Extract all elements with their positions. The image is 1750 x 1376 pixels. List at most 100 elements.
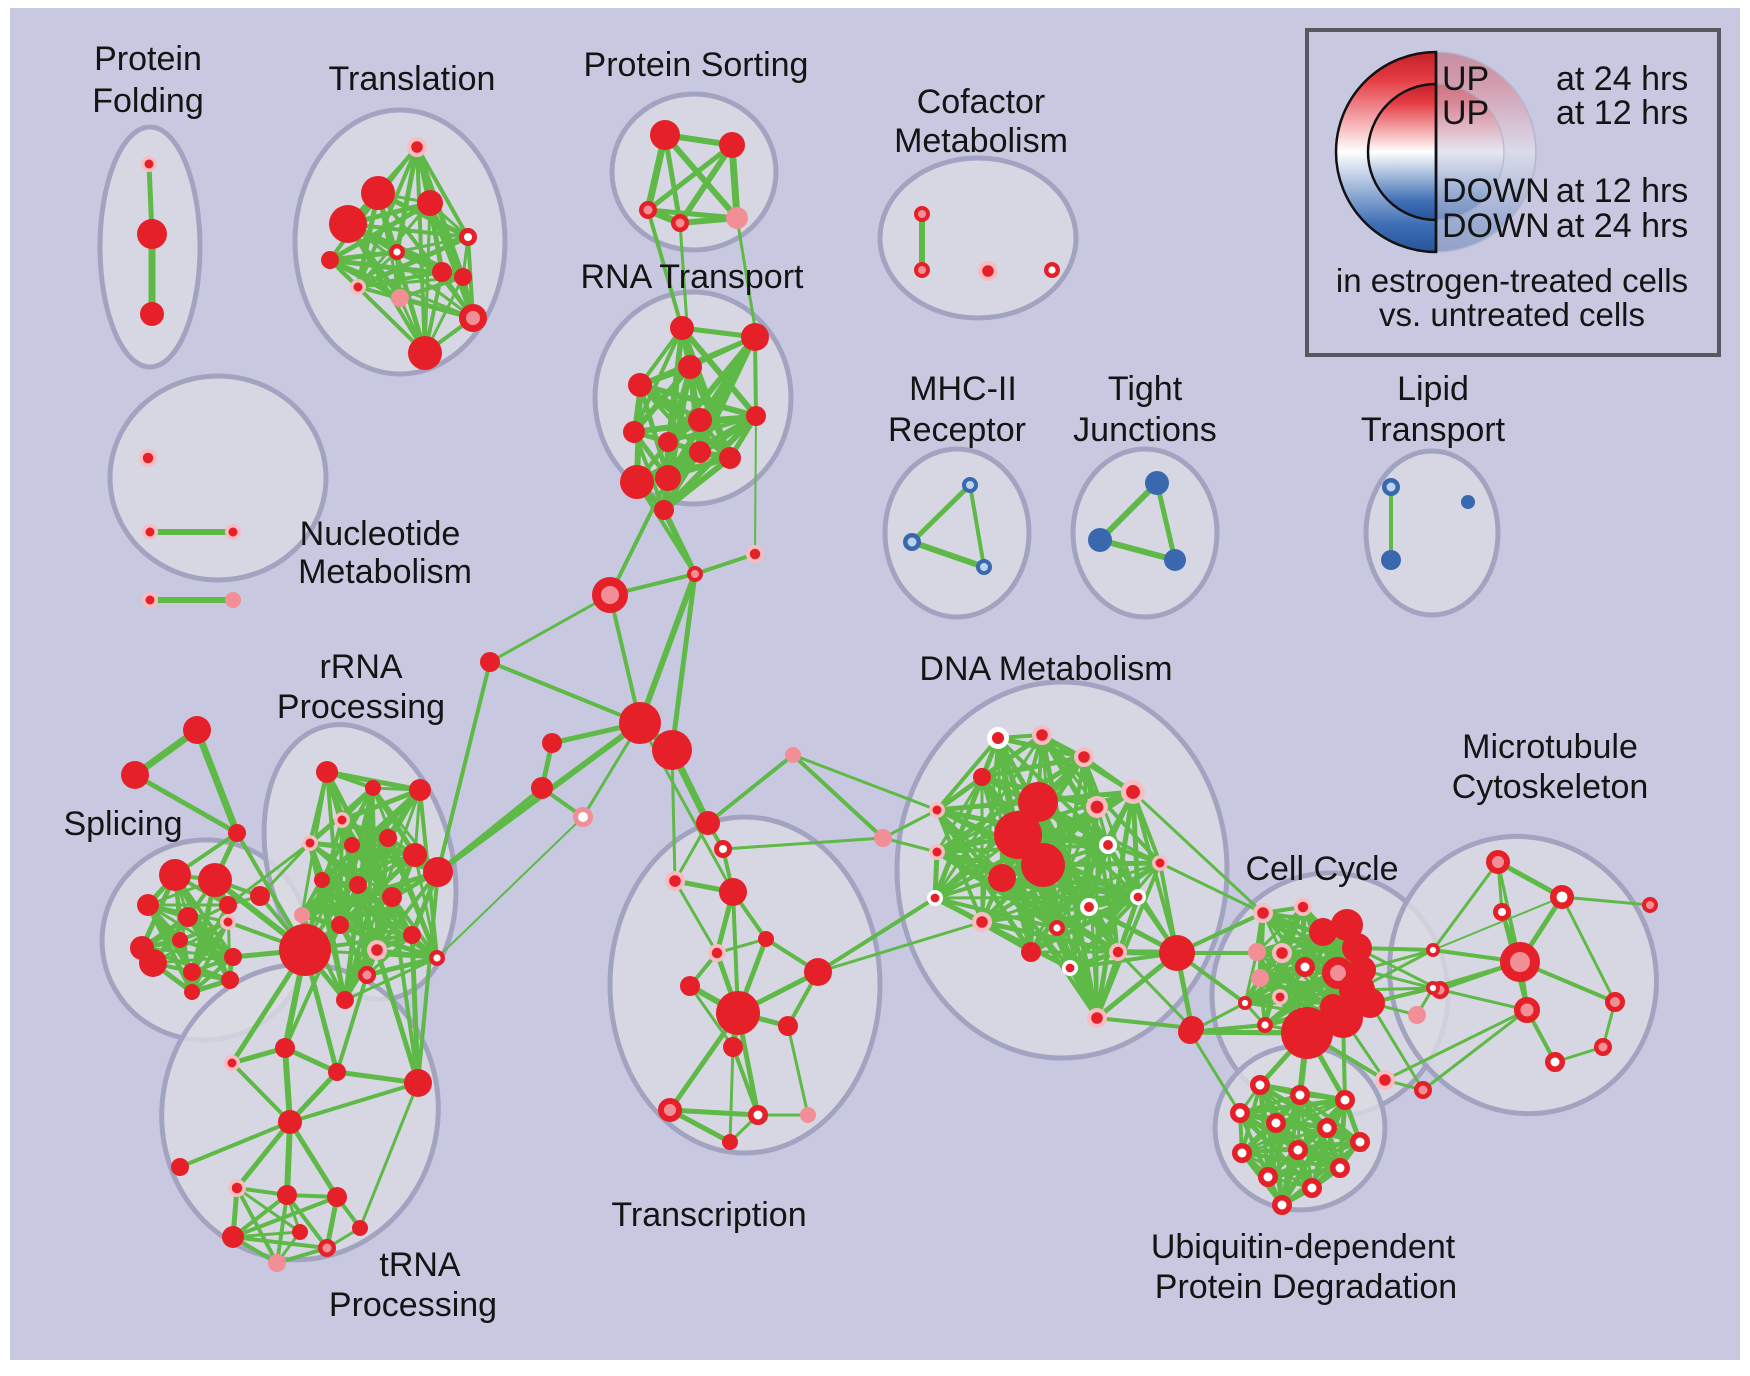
- cluster-cofactor-metabolism-label: Metabolism: [894, 122, 1068, 160]
- gene-node: [225, 592, 241, 608]
- gene-node: [1043, 262, 1060, 279]
- gene-node: [778, 1016, 798, 1036]
- gene-node: [1408, 1006, 1426, 1024]
- gene-node: [1086, 1007, 1107, 1028]
- gene-node: [800, 1107, 816, 1123]
- gene-node: [1258, 1167, 1278, 1187]
- cluster-microtubule-cytoskeleton-nodes: [1486, 850, 1658, 1072]
- cluster-nucleotide-metabolism-region: [107, 373, 329, 583]
- cluster-transcription-region: [607, 814, 883, 1156]
- gene-node: [331, 916, 349, 934]
- gene-node: [222, 1226, 244, 1248]
- cluster-trna-processing-label: Processing: [329, 1286, 497, 1324]
- gene-node: [183, 963, 201, 981]
- gene-node: [225, 524, 241, 540]
- gene-node: [1550, 884, 1575, 909]
- cluster-rna-transport-nodes: [620, 316, 769, 520]
- gene-node: [687, 566, 703, 582]
- gene-node: [628, 373, 652, 397]
- cluster-tight-junctions-nodes: [1088, 471, 1186, 571]
- gene-node: [652, 730, 692, 770]
- cluster-central-chain-nodes: [480, 545, 801, 827]
- gene-node: [350, 279, 366, 295]
- cluster-transcription-label: Transcription: [611, 1196, 806, 1234]
- gene-node: [454, 268, 472, 286]
- gene-node: [224, 948, 242, 966]
- gene-node: [688, 408, 712, 432]
- legend-direction-label: UP: [1442, 94, 1489, 132]
- gene-node: [1232, 1143, 1252, 1163]
- gene-node: [220, 914, 236, 930]
- legend-direction-label: DOWN: [1442, 172, 1550, 210]
- gene-node: [716, 991, 760, 1035]
- gene-node: [1642, 897, 1658, 913]
- gene-node: [1281, 1007, 1333, 1059]
- gene-node: [1350, 1132, 1370, 1152]
- gene-node: [1080, 898, 1099, 917]
- gene-node: [1309, 918, 1337, 946]
- gene-node: [973, 768, 991, 786]
- gene-node: [227, 1179, 246, 1198]
- gene-node: [903, 533, 921, 551]
- gene-node: [1256, 1017, 1273, 1034]
- cluster-cofactor-metabolism-region: [877, 155, 1079, 321]
- gene-node: [302, 835, 318, 851]
- gene-node: [1302, 1178, 1322, 1198]
- gene-node: [183, 716, 211, 744]
- gene-node: [184, 984, 200, 1000]
- gene-node: [278, 1110, 302, 1134]
- gene-node: [423, 857, 453, 887]
- gene-node: [329, 205, 367, 243]
- gene-node: [321, 251, 339, 269]
- gene-node: [279, 924, 331, 976]
- cluster-cofactor-metabolism-label: Cofactor: [917, 83, 1046, 121]
- gene-node: [1514, 997, 1540, 1023]
- gene-node: [1073, 746, 1094, 767]
- legend-caption: in estrogen-treated cells: [1336, 262, 1688, 299]
- gene-node: [658, 432, 678, 452]
- cluster-tight-junctions-edges: [1097, 480, 1178, 563]
- cluster-tight-junctions-label: Tight: [1108, 370, 1183, 408]
- gene-node: [1248, 943, 1266, 961]
- gene-node: [172, 932, 188, 948]
- gene-node: [1145, 471, 1169, 495]
- gene-node: [1381, 550, 1401, 570]
- cluster-protein-folding-label: Protein: [94, 40, 202, 78]
- gene-node: [1331, 909, 1363, 941]
- cluster-mhc-ii-receptor-label: Receptor: [888, 411, 1026, 449]
- gene-node: [344, 837, 360, 853]
- legend-caption: vs. untreated cells: [1379, 296, 1645, 333]
- gene-node: [1426, 980, 1441, 995]
- gene-node: [1545, 1052, 1565, 1072]
- cluster-ubiquitin-degradation-label: Ubiquitin-dependent: [1151, 1228, 1456, 1266]
- gene-node: [417, 190, 443, 216]
- cluster-splicing-label: Splicing: [63, 805, 182, 843]
- gene-node: [1605, 992, 1625, 1012]
- gene-node: [408, 336, 442, 370]
- gene-node: [1339, 972, 1375, 1008]
- gene-node: [316, 761, 338, 783]
- gene-node: [459, 304, 487, 332]
- cluster-mhc-ii-receptor-nodes: [903, 477, 992, 575]
- cluster-lipid-transport-nodes: [1381, 478, 1475, 570]
- cluster-splicing-triangle-nodes: [121, 716, 246, 842]
- gene-node: [620, 465, 654, 499]
- gene-node: [349, 876, 367, 894]
- gene-node: [171, 1158, 189, 1176]
- gene-node: [988, 864, 1016, 892]
- gene-node: [1062, 959, 1079, 976]
- gene-node: [407, 137, 428, 158]
- gene-node: [971, 911, 992, 932]
- gene-node: [159, 859, 191, 891]
- gene-node: [1414, 1081, 1432, 1099]
- gene-node: [1252, 902, 1273, 923]
- gene-node: [914, 262, 930, 278]
- gene-node: [696, 811, 720, 835]
- gene-node: [986, 726, 1009, 749]
- gene-node: [459, 228, 478, 247]
- cluster-translation-label: Translation: [329, 60, 496, 98]
- cluster-mhc-ii-receptor-label: MHC-II: [909, 370, 1017, 408]
- legend-time-label: at 24 hrs: [1556, 60, 1688, 98]
- gene-node: [142, 524, 158, 540]
